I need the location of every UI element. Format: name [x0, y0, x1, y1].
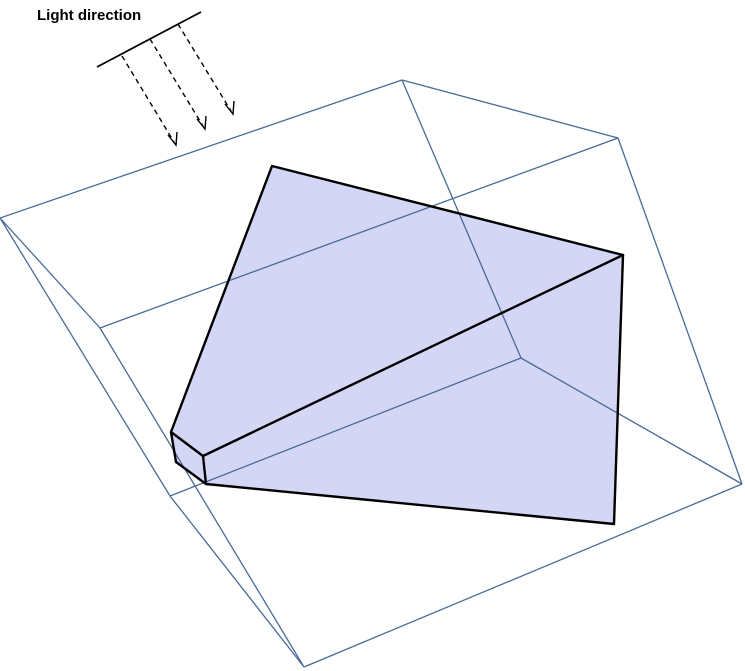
light-ray-arrow	[149, 38, 204, 127]
shaded-solid	[171, 166, 623, 524]
wireframe-cube	[0, 79, 743, 668]
cube-edge	[0, 217, 171, 497]
cube-edge	[401, 79, 522, 359]
light-ray-arrow	[177, 23, 232, 112]
solid-face-shaded	[171, 166, 623, 524]
solid-edge	[201, 454, 208, 486]
cube-edge	[0, 217, 101, 329]
light-direction-indicator: Light direction	[37, 7, 235, 147]
cube-edge	[99, 327, 305, 668]
cube-edge	[401, 79, 619, 139]
light-direction-label: Light direction	[37, 7, 141, 24]
cube-edge	[169, 357, 522, 497]
light-ray-arrow	[121, 55, 175, 143]
cube-edge	[303, 483, 743, 668]
solid-outline	[169, 164, 625, 526]
light-source-bar	[96, 11, 202, 68]
cube-edge	[617, 137, 743, 485]
solid-edge	[169, 430, 205, 458]
cube-edge	[520, 357, 743, 485]
cube-edge	[169, 495, 305, 668]
solid-edge	[201, 253, 625, 458]
arrow-head-icon	[196, 115, 207, 131]
cube-edge	[0, 79, 403, 219]
arrow-head-icon	[224, 100, 235, 116]
arrow-head-icon	[167, 131, 178, 147]
cube-edge	[99, 137, 619, 329]
